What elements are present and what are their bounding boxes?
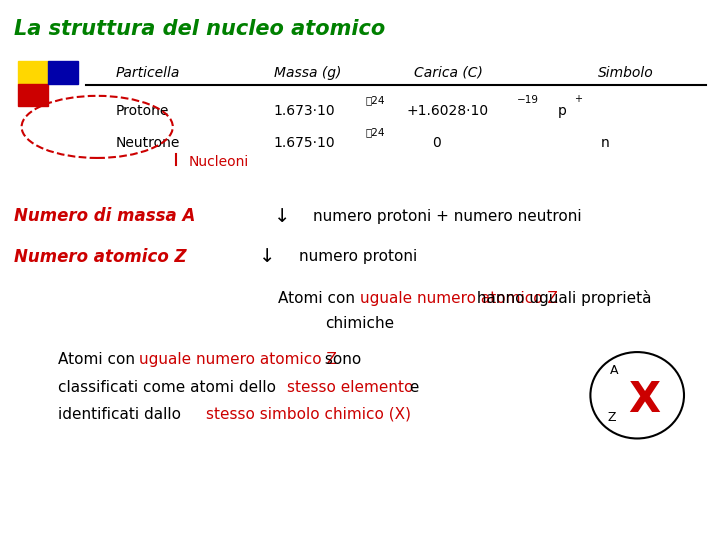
Text: p: p — [558, 104, 567, 118]
Text: 0: 0 — [432, 136, 441, 150]
Text: hanno uguali proprietà: hanno uguali proprietà — [472, 290, 652, 306]
Text: +1.6028·10: +1.6028·10 — [407, 104, 489, 118]
Text: stesso simbolo chimico (X): stesso simbolo chimico (X) — [206, 407, 411, 422]
Text: 1.675·10: 1.675·10 — [274, 136, 336, 150]
Text: Numero atomico Z: Numero atomico Z — [14, 247, 187, 266]
Text: uguale numero atomico Z: uguale numero atomico Z — [360, 291, 558, 306]
Text: n: n — [601, 136, 610, 150]
Text: identificati dallo: identificati dallo — [58, 407, 186, 422]
Text: Massa (g): Massa (g) — [274, 66, 341, 80]
Bar — [18, 84, 48, 106]
Text: 1.673·10: 1.673·10 — [274, 104, 336, 118]
Text: stesso elemento: stesso elemento — [287, 380, 413, 395]
Text: classificati come atomi dello: classificati come atomi dello — [58, 380, 281, 395]
Text: A: A — [610, 364, 618, 377]
Text: sono: sono — [320, 352, 361, 367]
Text: ⁲24: ⁲24 — [366, 127, 385, 137]
Text: ↓: ↓ — [274, 206, 290, 226]
Text: Protone: Protone — [115, 104, 168, 118]
Text: uguale numero atomico Z: uguale numero atomico Z — [139, 352, 337, 367]
Bar — [48, 61, 78, 84]
Text: Neutrone: Neutrone — [115, 136, 179, 150]
Text: Z: Z — [607, 411, 616, 424]
Text: Carica (C): Carica (C) — [414, 66, 483, 80]
Text: ↓: ↓ — [259, 247, 276, 266]
Bar — [18, 61, 48, 84]
Text: −19: −19 — [517, 95, 539, 105]
Text: +: + — [574, 94, 582, 104]
Text: Nucleoni: Nucleoni — [189, 155, 249, 169]
Text: numero protoni + numero neutroni: numero protoni + numero neutroni — [313, 208, 582, 224]
Text: X: X — [629, 379, 660, 421]
Text: chimiche: chimiche — [325, 316, 395, 332]
Text: numero protoni: numero protoni — [299, 249, 417, 264]
Text: e: e — [405, 380, 419, 395]
Text: Atomi con: Atomi con — [58, 352, 140, 367]
Text: Numero di massa A: Numero di massa A — [14, 207, 196, 225]
Text: Particella: Particella — [115, 66, 179, 80]
Text: Atomi con: Atomi con — [278, 291, 360, 306]
Text: Simbolo: Simbolo — [598, 66, 653, 80]
Text: La struttura del nucleo atomico: La struttura del nucleo atomico — [14, 19, 386, 39]
Text: ⁲24: ⁲24 — [366, 95, 385, 105]
